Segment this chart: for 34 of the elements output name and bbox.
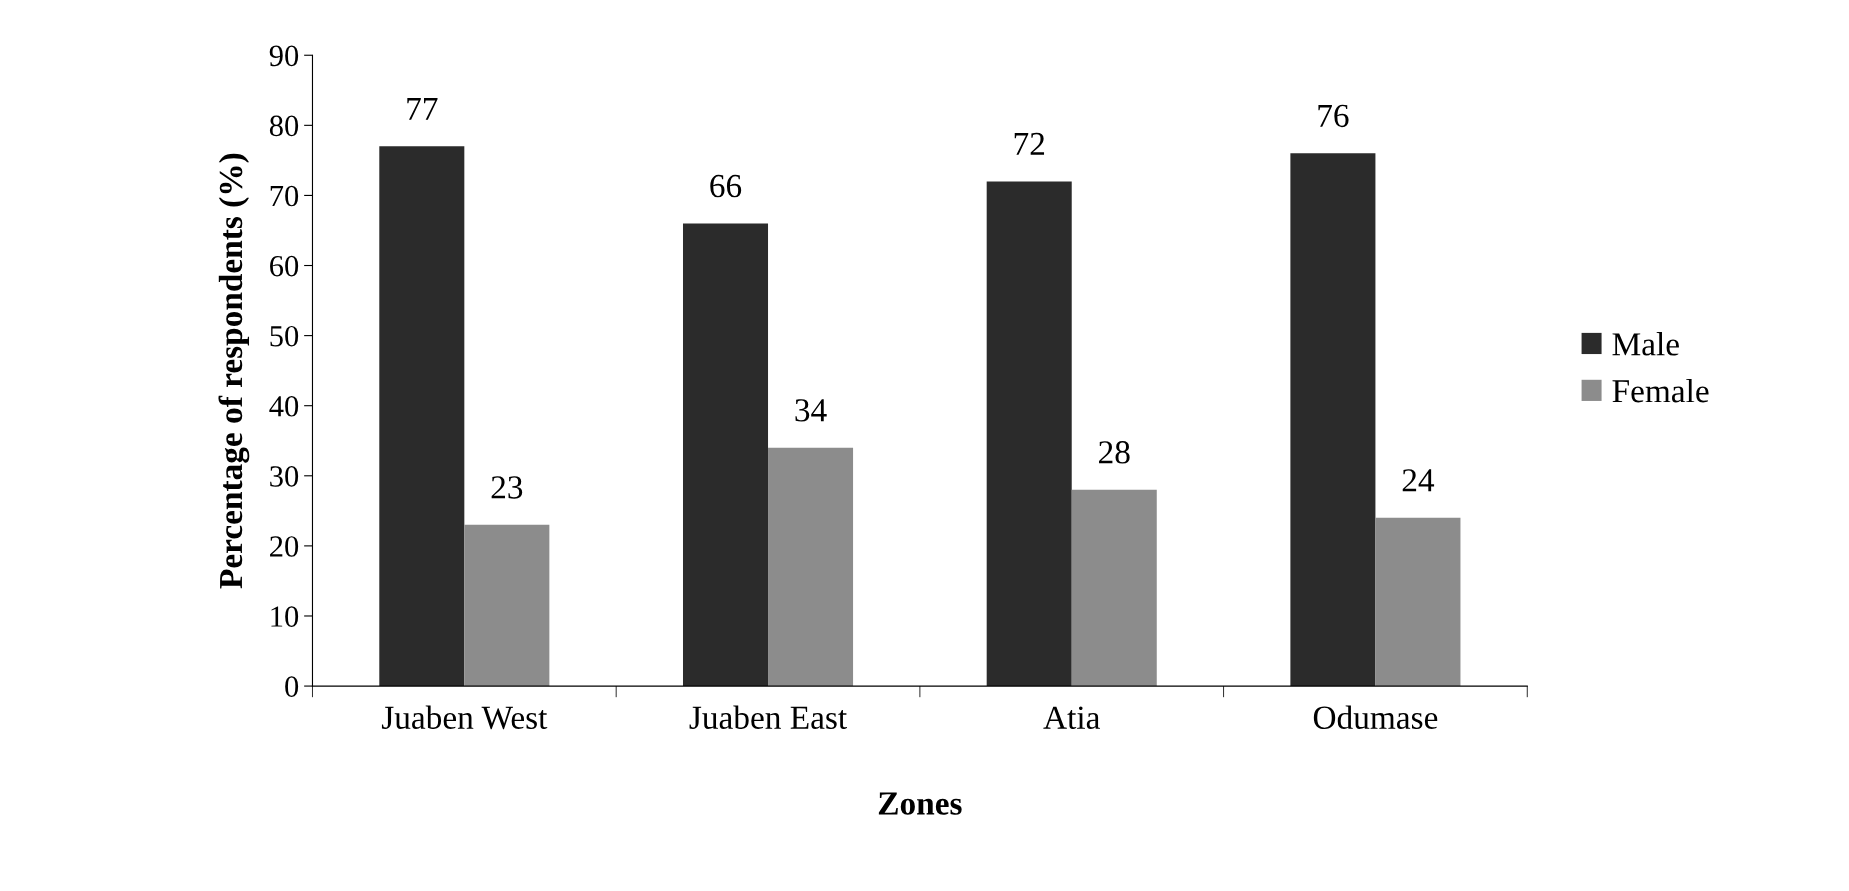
x-tick-label: Atia: [1043, 706, 1100, 729]
y-tick-label: 70: [270, 185, 299, 207]
data-label: 24: [1402, 469, 1435, 492]
bar: [682, 223, 769, 687]
y-tick-label: 40: [269, 395, 299, 417]
y-tick-label: 20: [270, 536, 299, 557]
bar: [768, 447, 854, 687]
y-tick-label: 80: [269, 115, 299, 137]
data-label: 77: [407, 97, 438, 120]
legend-label: Female: [1612, 378, 1709, 403]
data-label: 76: [1318, 104, 1349, 128]
x-axis-title: Zones: [878, 792, 962, 815]
data-label: 23: [491, 476, 523, 499]
bar: [464, 524, 550, 687]
y-axis-title: Percentage of respondents (%): [218, 153, 250, 589]
y-tick-label: 60: [270, 255, 299, 277]
x-tick-label: Juaben West: [381, 705, 548, 730]
y-tick-label: 90: [269, 45, 299, 67]
data-label: 72: [1014, 132, 1045, 155]
y-tick-label: 30: [270, 466, 299, 487]
data-label: 34: [795, 399, 827, 422]
y-tick-label: 10: [271, 606, 299, 627]
y-tick-label: 0: [285, 676, 299, 697]
legend-label: Male: [1612, 332, 1679, 356]
bar: [1071, 489, 1157, 687]
bar: [1290, 153, 1376, 687]
x-tick-label: Odumase: [1313, 705, 1438, 729]
x-tick-label: Juaben East: [689, 705, 847, 729]
bar: [986, 181, 1072, 687]
data-label: 66: [710, 174, 742, 198]
y-tick-label: 50: [270, 325, 299, 347]
bar: [1375, 517, 1461, 687]
bar: [379, 146, 465, 687]
data-label: 28: [1099, 441, 1130, 464]
